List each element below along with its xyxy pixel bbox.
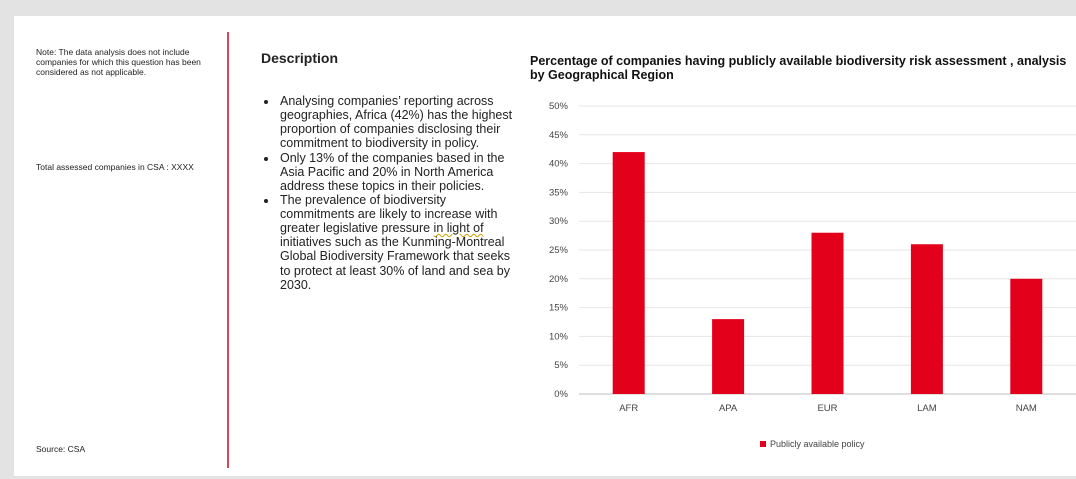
- description-list: Analysing companies’ reporting across ge…: [261, 94, 518, 292]
- slide: Note: The data analysis does not include…: [14, 16, 1076, 476]
- x-tick-label: LAM: [917, 403, 937, 414]
- spellcheck-flagged-text: in light of: [433, 221, 484, 236]
- bullet-3-text-end: initiatives such as the Kunming-Montreal…: [280, 235, 511, 292]
- source-label: Source: CSA: [36, 444, 86, 454]
- bar-chart: 0% 5% 10% 15% 20% 25% 30% 35% 40% 45% 50% AFR APA EUR…: [549, 101, 1076, 449]
- y-tick-label: 15%: [549, 303, 569, 314]
- y-tick-label: 50%: [549, 101, 569, 112]
- description-bullet-3: The prevalence of biodiversity commitmen…: [278, 193, 518, 292]
- bar: [712, 319, 745, 394]
- description-title: Description: [261, 50, 339, 66]
- x-tick-label: EUR: [817, 403, 837, 414]
- x-tick-label: NAM: [1016, 403, 1037, 414]
- x-tick-label: APA: [719, 403, 738, 414]
- chart-title-line-2: by Geographical Region: [530, 68, 674, 83]
- y-tick-label: 30%: [549, 216, 569, 227]
- y-tick-label: 45%: [549, 130, 569, 141]
- legend-label: Publicly available policy: [770, 439, 865, 449]
- x-tick-label: AFR: [619, 403, 638, 414]
- bar: [612, 152, 645, 394]
- description-bullet-2: Only 13% of the companies based in the A…: [278, 151, 518, 193]
- bar: [1010, 278, 1043, 394]
- y-tick-label: 20%: [549, 274, 569, 285]
- bullet-3-text-start: The prevalence of biodiversity commitmen…: [280, 192, 498, 236]
- left-panel: Note: The data analysis does not include…: [36, 47, 211, 172]
- y-tick-label: 25%: [549, 245, 569, 256]
- y-tick-label: 10%: [549, 331, 569, 342]
- y-tick-label: 40%: [549, 159, 569, 170]
- y-tick-label: 35%: [549, 187, 569, 198]
- y-tick-label: 0%: [554, 389, 568, 400]
- y-tick-label: 5%: [554, 360, 568, 371]
- analysis-note: Note: The data analysis does not include…: [36, 47, 201, 77]
- description-bullet-1: Analysing companies’ reporting across ge…: [278, 94, 518, 151]
- legend-swatch: [760, 441, 766, 447]
- bar: [811, 232, 844, 394]
- chart-title: Percentage of companies having publicly …: [530, 54, 1076, 83]
- divider-line: [227, 32, 229, 468]
- bar: [910, 244, 943, 394]
- chart-title-line-1: Percentage of companies having publicly …: [530, 54, 1067, 68]
- total-assessed-companies: Total assessed companies in CSA : XXXX: [36, 162, 194, 172]
